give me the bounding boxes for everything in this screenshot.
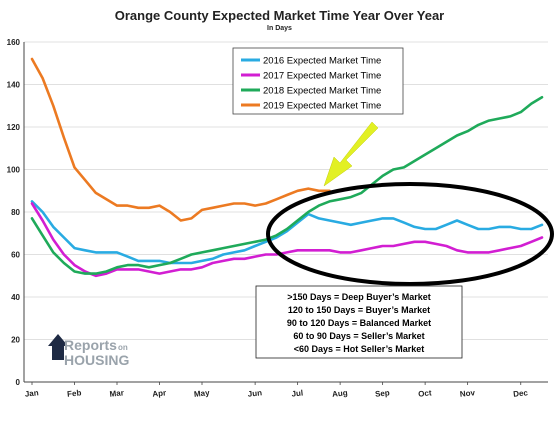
house-r-logo-icon bbox=[48, 334, 68, 360]
x-tick-label-feb: Feb bbox=[67, 388, 82, 398]
series-line-2018 bbox=[30, 96, 544, 275]
x-tick-label-aug: Aug bbox=[332, 388, 349, 399]
series-line-2017 bbox=[30, 202, 544, 278]
x-tick-label-jan: Jan bbox=[24, 388, 39, 398]
key-item-balanced: 90 to 120 Days = Balanced Market bbox=[287, 318, 431, 328]
y-tick-label: 80 bbox=[11, 208, 20, 217]
logo-reports: Reports bbox=[64, 337, 117, 353]
series-line-2019 bbox=[30, 57, 331, 222]
key-item-hot-sellers: <60 Days = Hot Seller’s Market bbox=[294, 344, 425, 354]
x-tick-label-oct: Oct bbox=[418, 388, 433, 398]
x-tick-label-dec: Dec bbox=[513, 388, 529, 399]
legend-label-2017: 2017 Expected Market Time bbox=[263, 71, 381, 82]
reports-on-housing-logo: Reports on HOUSING bbox=[48, 334, 129, 368]
axes bbox=[23, 42, 548, 383]
logo-housing: HOUSING bbox=[64, 352, 129, 368]
chart-title: Orange County Expected Market Time Year … bbox=[114, 8, 445, 23]
yellow-arrow-icon bbox=[323, 121, 379, 187]
x-tick-label-jun: Jun bbox=[247, 388, 262, 398]
market-key: >150 Days = Deep Buyer’s Market 120 to 1… bbox=[255, 285, 463, 359]
x-tick-label-sep: Sep bbox=[375, 388, 391, 398]
y-tick-label: 140 bbox=[7, 81, 21, 90]
legend-label-2018: 2018 Expected Market Time bbox=[263, 86, 381, 97]
x-tick-label-may: May bbox=[194, 388, 211, 399]
y-tick-label: 0 bbox=[16, 378, 21, 387]
legend-label-2016: 2016 Expected Market Time bbox=[263, 56, 381, 67]
chart-subtitle: In Days bbox=[267, 25, 292, 32]
y-tick-label: 40 bbox=[11, 293, 20, 302]
series-lines bbox=[30, 57, 544, 278]
x-tick-label-nov: Nov bbox=[459, 388, 476, 399]
legend-box bbox=[232, 47, 404, 115]
x-tick-label-jul: Jul bbox=[291, 388, 303, 398]
y-tick-label: 60 bbox=[11, 251, 20, 260]
legend-label-2019: 2019 Expected Market Time bbox=[263, 101, 381, 112]
y-tick-labels: 0 20 40 60 80 100 120 140 160 bbox=[7, 38, 21, 387]
logo-on: on bbox=[118, 343, 128, 352]
y-tick-label: 120 bbox=[7, 123, 21, 132]
highlight-ellipse-icon bbox=[266, 182, 554, 286]
x-tick-label-apr: Apr bbox=[152, 388, 167, 398]
market-key-box bbox=[255, 285, 463, 359]
key-item-deep-buyers: >150 Days = Deep Buyer’s Market bbox=[287, 292, 431, 302]
key-item-sellers: 60 to 90 Days = Seller’s Market bbox=[293, 331, 424, 341]
y-tick-label: 20 bbox=[11, 336, 20, 345]
legend: 2016 Expected Market Time 2017 Expected M… bbox=[232, 47, 404, 115]
x-tick-label-mar: Mar bbox=[109, 388, 124, 398]
series-line-2016 bbox=[30, 200, 544, 265]
y-tick-label: 160 bbox=[7, 38, 21, 47]
y-tick-label: 100 bbox=[7, 166, 21, 175]
x-tick-labels: Jan Feb Mar Apr May Jun Jul Aug Sep Oct Nov Dec bbox=[24, 382, 529, 399]
key-item-buyers: 120 to 150 Days = Buyer’s Market bbox=[288, 305, 430, 315]
